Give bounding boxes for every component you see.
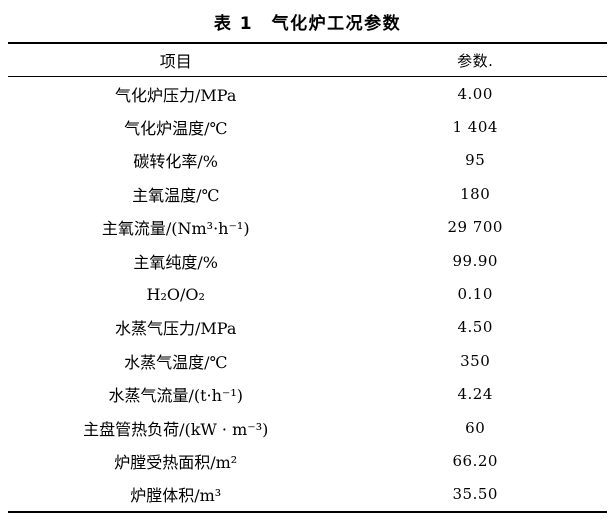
- value-cell: 0.10: [457, 285, 493, 304]
- value-cell: 29 700: [447, 218, 503, 237]
- value-cell: 4.24: [457, 385, 493, 404]
- item-cell: 碳转化率/%: [133, 152, 219, 172]
- table-row: 炉膛体积/m³ 35.50: [8, 478, 607, 511]
- value-cell: 99.90: [452, 251, 498, 270]
- value-cell: 35.50: [452, 485, 498, 504]
- table-row: 气化炉压力/MPa 4.00: [8, 77, 607, 110]
- item-cell: 炉膛体积/m³: [130, 486, 222, 506]
- item-cell: 主氧温度/℃: [132, 185, 220, 205]
- item-cell: 炉膛受热面积/m²: [114, 452, 238, 472]
- value-cell: 95: [465, 151, 486, 170]
- column-header-value: 参数.: [457, 51, 494, 70]
- table-row: 炉膛受热面积/m² 66.20: [8, 444, 607, 477]
- table-row: H₂O/O₂ 0.10: [8, 277, 607, 310]
- value-cell: 4.00: [457, 84, 493, 103]
- item-cell: 水蒸气压力/MPa: [115, 319, 237, 339]
- table-row: 水蒸气流量/(t·h⁻¹) 4.24: [8, 378, 607, 411]
- table-header-row: 项目 参数.: [8, 44, 607, 77]
- value-cell: 350: [460, 351, 491, 370]
- table-row: 主氧纯度/% 99.90: [8, 244, 607, 277]
- item-cell: 主氧流量/(Nm³·h⁻¹): [101, 219, 250, 239]
- item-cell: 气化炉温度/℃: [124, 119, 228, 139]
- table-row: 主氧温度/℃ 180: [8, 177, 607, 210]
- value-cell: 1 404: [452, 118, 498, 137]
- table-row: 主盘管热负荷/(kW · m⁻³) 60: [8, 411, 607, 444]
- table-row: 碳转化率/% 95: [8, 144, 607, 177]
- table-caption: 表 1 气化炉工况参数: [213, 14, 402, 34]
- value-cell: 60: [465, 418, 486, 437]
- table-row: 水蒸气压力/MPa 4.50: [8, 311, 607, 344]
- item-cell: 主盘管热负荷/(kW · m⁻³): [83, 419, 269, 439]
- parameters-table: 项目 参数. 气化炉压力/MPa 4.00 气化炉温度/℃ 1 404 碳转化率…: [8, 42, 607, 514]
- table-row: 主氧流量/(Nm³·h⁻¹) 29 700: [8, 211, 607, 244]
- item-cell: 水蒸气温度/℃: [124, 352, 228, 372]
- item-cell: 气化炉压力/MPa: [115, 85, 237, 105]
- item-cell: 主氧纯度/%: [133, 252, 219, 272]
- item-cell: 水蒸气流量/(t·h⁻¹): [108, 386, 243, 406]
- table-row: 水蒸气温度/℃ 350: [8, 344, 607, 377]
- value-cell: 180: [460, 184, 491, 203]
- value-cell: 4.50: [457, 318, 493, 337]
- item-cell: H₂O/O₂: [146, 284, 205, 304]
- value-cell: 66.20: [452, 451, 498, 470]
- table-row: 气化炉温度/℃ 1 404: [8, 110, 607, 143]
- column-header-item: 项目: [159, 52, 192, 71]
